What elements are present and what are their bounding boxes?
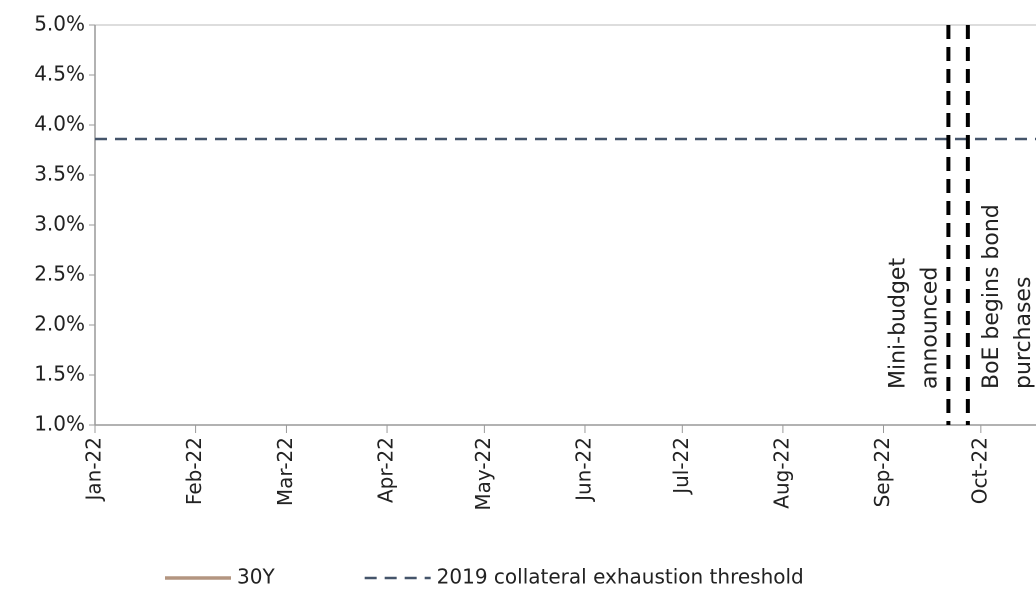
y-tick-label: 4.0% — [34, 112, 85, 136]
x-tick-label: Apr-22 — [374, 437, 398, 503]
legend-label: 2019 collateral exhaustion threshold — [437, 565, 804, 589]
legend-label: 30Y — [237, 565, 275, 589]
x-tick-label: Aug-22 — [769, 437, 793, 509]
x-tick-label: Mar-22 — [273, 437, 297, 506]
event-label: BoE begins bond — [979, 204, 1004, 389]
y-tick-label: 1.5% — [34, 362, 85, 386]
x-tick-label: Jun-22 — [571, 437, 595, 503]
x-tick-label: May-22 — [471, 437, 495, 511]
y-tick-label: 3.0% — [34, 212, 85, 236]
event-label: Mini-budget — [885, 258, 910, 389]
event-label: purchases — [1011, 277, 1036, 389]
y-tick-label: 4.5% — [34, 62, 85, 86]
y-tick-label: 3.5% — [34, 162, 85, 186]
event-label: announced — [917, 267, 942, 389]
y-tick-label: 1.0% — [34, 412, 85, 436]
y-tick-label: 5.0% — [34, 12, 85, 36]
y-tick-label: 2.5% — [34, 262, 85, 286]
x-tick-label: Jan-22 — [82, 437, 106, 503]
y-tick-label: 2.0% — [34, 312, 85, 336]
x-tick-label: Feb-22 — [182, 437, 206, 505]
x-tick-label: Sep-22 — [870, 437, 894, 507]
x-tick-label: Oct-22 — [967, 437, 991, 504]
x-tick-label: Jul-22 — [669, 437, 693, 496]
